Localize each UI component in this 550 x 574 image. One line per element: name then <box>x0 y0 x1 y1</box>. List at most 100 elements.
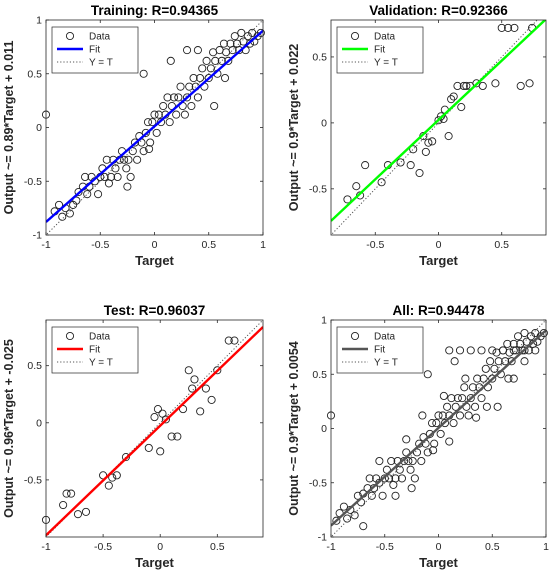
data-point <box>189 74 198 83</box>
y-tick-label: -0.5 <box>24 176 42 188</box>
data-point <box>108 473 117 482</box>
axes-box <box>45 319 264 538</box>
data-point <box>509 374 518 383</box>
data-point <box>172 110 181 119</box>
x-tick-label: 0.5 <box>201 239 216 251</box>
data-point <box>230 32 239 41</box>
data-point <box>81 507 91 516</box>
chart-panel-3: -1 -0.5 0 0.5 -0.5 0 0.5 Test: R=0.96037 Target O… <box>2 303 264 570</box>
data-point <box>152 128 161 137</box>
x-tick-label: -1 <box>41 541 50 553</box>
data-point <box>436 429 445 438</box>
data-point <box>210 101 219 111</box>
fit-line <box>331 329 546 527</box>
x-tick-label: 0.5 <box>485 541 500 553</box>
legend: Data Fit Y = T <box>51 326 139 374</box>
data-point <box>153 405 162 414</box>
data-point <box>488 374 497 383</box>
chart-title: Training: R=0.94365 <box>91 3 219 18</box>
data-point <box>73 510 83 519</box>
data-point <box>193 46 202 55</box>
data-point <box>83 190 92 199</box>
data-point <box>161 415 170 424</box>
x-axis-label: Target <box>135 253 174 268</box>
y-tick-label: 0.5 <box>312 51 327 63</box>
data-point <box>148 118 157 127</box>
data-point <box>504 23 513 32</box>
data-point <box>421 147 430 156</box>
data-point <box>479 374 488 383</box>
data-point <box>482 402 491 411</box>
data-point <box>54 200 64 209</box>
data-point <box>59 500 68 510</box>
data-point <box>367 491 376 500</box>
chart-title: Validation: R=0.92366 <box>369 3 508 18</box>
data-point <box>167 432 176 441</box>
legend-label-data: Data <box>89 332 111 343</box>
data-point <box>185 82 194 91</box>
data-point <box>100 172 109 181</box>
data-point <box>384 474 394 483</box>
legend-data-marker <box>350 331 360 341</box>
legend-label-identity: Y = T <box>89 58 113 69</box>
y-tick-label: 0 <box>36 417 42 429</box>
data-point <box>509 346 518 355</box>
data-point <box>418 411 427 420</box>
chart-panel-1: -1 -0.5 0 0.5 1 -1 -0.5 0 0.5 1 Training: R=0.9436… <box>2 3 266 268</box>
data-point <box>443 402 452 411</box>
data-point <box>211 56 220 65</box>
y-tick-label: 0.5 <box>27 68 42 80</box>
data-point <box>213 366 222 375</box>
data-point <box>206 64 215 73</box>
legend-label-identity: Y = T <box>89 358 113 369</box>
data-point <box>451 402 460 411</box>
data-point <box>455 411 465 420</box>
chart-panel-4: -1 -0.5 0 0.5 1 -1 -0.5 0 0.5 1 All: R=0.94478 Targ… <box>287 303 549 570</box>
y-tick-label: -0.5 <box>309 477 327 489</box>
data-point <box>120 155 129 164</box>
data-point <box>464 411 473 420</box>
data-point <box>409 145 418 154</box>
x-tick-label: -1 <box>326 541 335 553</box>
data-point <box>477 394 486 403</box>
fit-line <box>46 29 263 223</box>
legend-label-fit: Fit <box>374 45 385 56</box>
data-point <box>516 81 525 91</box>
data-point <box>514 332 523 341</box>
data-point <box>427 419 437 428</box>
data-point <box>453 394 462 403</box>
data-point <box>457 103 466 112</box>
data-point <box>353 491 362 500</box>
data-point <box>507 357 516 366</box>
data-point <box>494 357 503 366</box>
data-point <box>126 172 135 181</box>
data-point <box>396 158 405 167</box>
data-point <box>187 101 196 111</box>
x-tick-label: 0 <box>436 541 442 553</box>
data-point <box>174 93 183 102</box>
legend: Data Fit Y = T <box>336 326 424 374</box>
x-axis-label: Target <box>135 555 174 570</box>
data-point <box>415 168 424 178</box>
data-point <box>493 402 502 411</box>
x-tick-label: -0.5 <box>376 541 394 553</box>
fit-line <box>46 326 263 537</box>
data-point <box>256 28 265 37</box>
identity-line <box>331 20 538 235</box>
y-axis-label: Output ~= 0.89*Target + 0.011 <box>2 41 16 215</box>
data-point <box>498 346 508 355</box>
y-tick-label: -0.5 <box>24 474 42 486</box>
data-point <box>447 394 456 403</box>
legend-label-data: Data <box>89 32 111 43</box>
data-point <box>434 116 443 125</box>
data-point <box>423 448 432 457</box>
data-point <box>520 328 529 338</box>
chart-title: Test: R=0.96037 <box>104 303 205 318</box>
y-tick-label: -0.5 <box>309 183 327 195</box>
data-point <box>378 491 387 500</box>
legend-label-data: Data <box>374 332 396 343</box>
data-point <box>432 419 441 428</box>
data-point <box>391 491 400 500</box>
data-point <box>154 110 163 119</box>
x-tick-label: -0.5 <box>91 239 109 251</box>
